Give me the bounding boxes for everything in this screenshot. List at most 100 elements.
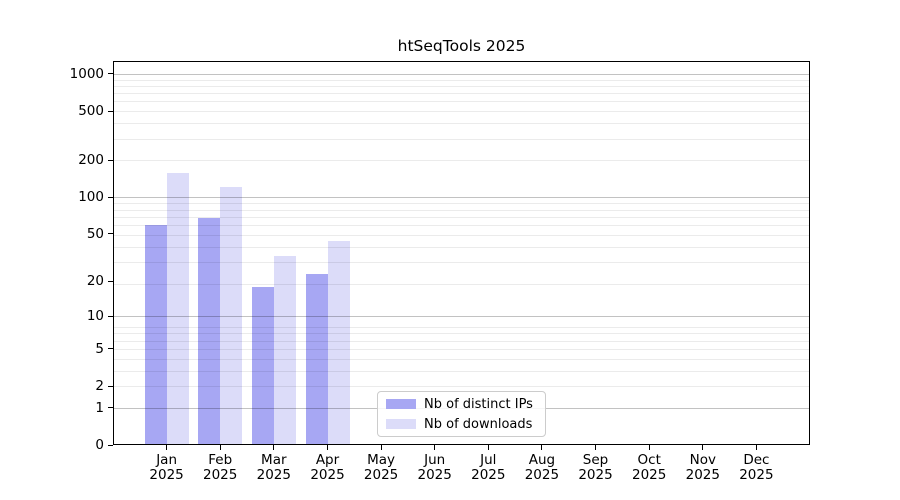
x-tick-year: 2025 xyxy=(310,467,345,483)
x-tick-label: Dec 2025 xyxy=(716,453,796,483)
x-tick-month: Mar xyxy=(261,452,287,468)
legend-row-distinct-ips: Nb of distinct IPs xyxy=(386,397,535,412)
x-tick-label: Feb 2025 xyxy=(180,453,260,483)
x-tick-month: Nov xyxy=(689,452,716,468)
gridline-minor xyxy=(113,216,810,218)
x-tick-month: Feb xyxy=(208,452,233,468)
y-tick-label: 5 xyxy=(95,340,104,357)
gridline-major xyxy=(113,197,810,199)
x-tick-month: Aug xyxy=(528,452,556,468)
x-tick xyxy=(219,445,221,450)
x-tick-label: Jul 2025 xyxy=(448,453,528,483)
y-tick-label: 200 xyxy=(78,152,104,169)
y-tick xyxy=(108,280,113,282)
y-tick-label: 1 xyxy=(95,399,104,416)
x-tick-year: 2025 xyxy=(256,467,291,483)
y-tick-label: 0 xyxy=(95,437,104,453)
x-tick-year: 2025 xyxy=(685,467,720,483)
bar-distinct-ips xyxy=(198,217,221,445)
x-tick-month: May xyxy=(367,452,396,468)
x-tick xyxy=(541,445,543,450)
gridline-minor xyxy=(113,234,810,236)
gridline-minor xyxy=(113,85,810,87)
x-tick-month: Jan xyxy=(156,452,177,468)
x-tick-label: Sep 2025 xyxy=(556,453,636,483)
x-tick xyxy=(755,445,757,450)
gridline-minor xyxy=(113,327,810,328)
y-tick-label: 500 xyxy=(78,103,104,119)
bar-downloads xyxy=(220,187,243,445)
y-tick xyxy=(108,315,113,317)
bar-distinct-ips xyxy=(305,274,328,445)
legend-swatch-downloads xyxy=(386,419,416,429)
x-tick-label: Mar 2025 xyxy=(234,453,314,483)
gridline-minor xyxy=(113,101,810,103)
x-tick-label: Apr 2025 xyxy=(288,453,368,483)
x-tick-label: May 2025 xyxy=(341,453,421,483)
x-tick xyxy=(702,445,704,450)
x-tick-year: 2025 xyxy=(203,467,238,483)
x-tick-label: Jun 2025 xyxy=(395,453,475,483)
gridline-minor xyxy=(113,123,810,125)
x-tick-label: Oct 2025 xyxy=(609,453,689,483)
bar-distinct-ips xyxy=(144,225,167,445)
y-tick-label: 10 xyxy=(86,308,104,325)
y-tick xyxy=(108,110,113,112)
y-tick xyxy=(108,385,113,387)
gridline-minor xyxy=(113,348,810,350)
legend: Nb of distinct IPs Nb of downloads xyxy=(377,391,546,437)
gridline-minor xyxy=(113,340,810,342)
gridline-minor xyxy=(113,209,810,211)
gridline-minor xyxy=(113,93,810,95)
gridline-minor xyxy=(113,225,810,226)
x-tick xyxy=(595,445,596,450)
gridline-major xyxy=(113,316,810,318)
x-tick-month: Jun xyxy=(424,452,446,468)
bar-distinct-ips xyxy=(251,286,274,445)
gridline-minor xyxy=(113,262,810,264)
y-tick xyxy=(108,159,113,161)
legend-row-downloads: Nb of downloads xyxy=(386,417,535,432)
x-tick-label: Nov 2025 xyxy=(663,453,743,483)
x-tick xyxy=(166,445,168,450)
x-tick xyxy=(648,445,650,450)
x-tick-month: Oct xyxy=(637,452,661,468)
gridline-minor xyxy=(113,284,810,286)
x-tick-year: 2025 xyxy=(739,467,774,483)
gridline-minor xyxy=(113,111,810,113)
y-tick xyxy=(108,348,113,350)
x-tick-year: 2025 xyxy=(417,467,452,483)
y-tick-label: 20 xyxy=(86,273,104,290)
y-tick-label: 50 xyxy=(86,225,104,242)
x-tick xyxy=(380,445,382,450)
x-tick-year: 2025 xyxy=(471,467,506,483)
legend-label-downloads: Nb of downloads xyxy=(424,416,533,432)
x-tick-year: 2025 xyxy=(524,467,560,483)
legend-swatch-distinct-ips xyxy=(386,399,416,409)
gridline-minor xyxy=(113,160,810,162)
x-tick-year: 2025 xyxy=(363,467,399,483)
x-tick-year: 2025 xyxy=(578,467,613,483)
x-tick-month: Jul xyxy=(480,452,497,468)
y-tick xyxy=(108,444,113,446)
x-tick-year: 2025 xyxy=(632,467,667,483)
gridline-minor xyxy=(113,370,810,372)
x-tick xyxy=(273,445,275,450)
y-tick xyxy=(108,196,113,198)
bar-downloads xyxy=(327,240,350,445)
gridline-minor xyxy=(113,138,810,140)
gridline-major xyxy=(113,73,810,75)
x-tick-label: Jan 2025 xyxy=(127,453,207,483)
y-tick-label: 2 xyxy=(95,378,104,394)
gridline-minor xyxy=(113,358,810,360)
plot-area xyxy=(113,61,810,445)
x-tick xyxy=(327,445,328,450)
y-tick xyxy=(108,407,113,409)
gridline-minor xyxy=(113,246,810,248)
gridline-minor xyxy=(113,203,810,205)
x-tick-label: Aug 2025 xyxy=(502,453,582,483)
gridline-minor xyxy=(113,386,810,387)
y-tick-label: 1000 xyxy=(69,65,104,82)
y-tick-label: 100 xyxy=(78,189,104,206)
